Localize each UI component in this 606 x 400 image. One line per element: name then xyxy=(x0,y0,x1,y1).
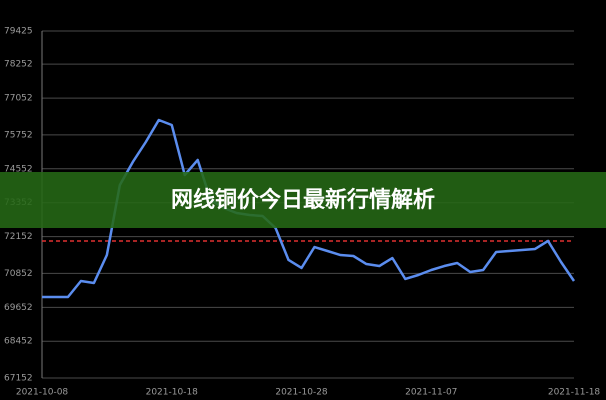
x-tick-label: 2021-10-08 xyxy=(16,388,69,398)
data-line xyxy=(42,118,576,299)
plot-area: 6715268452696527085272152733527455275752… xyxy=(4,27,600,398)
x-tick-label: 2021-11-07 xyxy=(405,388,457,398)
y-tick-label: 79425 xyxy=(4,27,33,37)
x-tick-label: 2021-10-28 xyxy=(275,388,328,398)
y-tick-label: 72152 xyxy=(4,232,33,242)
y-tick-label: 74552 xyxy=(4,164,33,174)
x-tick-label: 2021-11-18 xyxy=(548,388,601,398)
banner-title: 网线铜价今日最新行情解析 xyxy=(171,187,435,213)
y-tick-label: 69652 xyxy=(4,303,33,313)
y-tick-label: 78252 xyxy=(4,60,33,70)
x-tick-label: 2021-10-18 xyxy=(146,388,199,398)
banner xyxy=(0,172,606,228)
y-tick-label: 67152 xyxy=(4,374,33,384)
y-tick-label: 70852 xyxy=(4,269,33,279)
y-tick-label: 68452 xyxy=(4,337,33,347)
y-tick-label: 77052 xyxy=(4,94,33,104)
y-tick-label: 75752 xyxy=(4,130,33,140)
